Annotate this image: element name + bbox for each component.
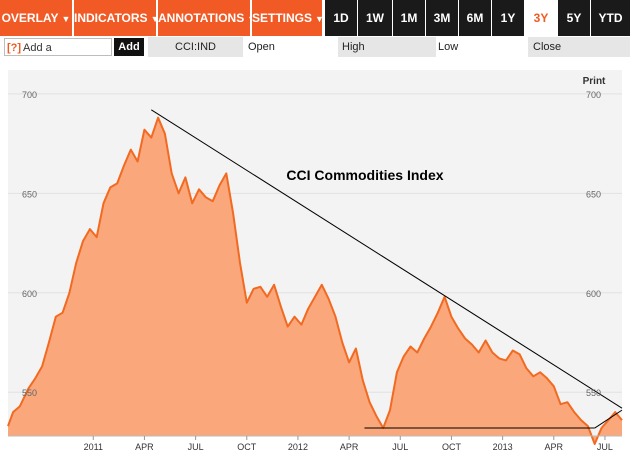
range-1m[interactable]: 1M <box>393 0 425 36</box>
range-6m[interactable]: 6M <box>459 0 491 36</box>
y-tick-label-left: 650 <box>22 189 37 199</box>
toolbar: OVERLAY▼ INDICATORS▼ ANNOTATIONS▼ SETTIN… <box>0 0 630 36</box>
chart-area: 550 600 650 700 550 600 650 700 2011 APR JUL OCT 2… <box>0 58 630 453</box>
x-tick-label: 2013 <box>493 442 513 452</box>
y-tick-label-right: 550 <box>586 388 601 398</box>
range-1d[interactable]: 1D <box>325 0 357 36</box>
add-button[interactable]: Add <box>114 38 144 56</box>
price-chart: 550 600 650 700 550 600 650 700 2011 APR JUL OCT 2… <box>0 58 630 453</box>
x-tick-label: APR <box>340 442 359 452</box>
open-field: Open <box>246 37 338 57</box>
y-tick-label-left: 700 <box>22 90 37 100</box>
print-link[interactable]: Print <box>583 76 606 87</box>
settings-menu-label: SETTINGS <box>252 11 313 25</box>
series-line <box>7 116 623 445</box>
settings-menu[interactable]: SETTINGS ▼ <box>252 0 324 36</box>
x-tick-label: 2012 <box>288 442 308 452</box>
series-area-fill <box>8 117 622 444</box>
y-tick-label-right: 700 <box>586 90 601 100</box>
range-ytd[interactable]: YTD <box>591 0 630 36</box>
y-tick-label-right: 650 <box>586 189 601 199</box>
x-tick-label: JUL <box>392 442 408 452</box>
trendline <box>150 109 623 409</box>
indicators-menu[interactable]: INDICATORS ▼ <box>74 0 159 36</box>
add-comparison-input[interactable]: [?]Add a Comparison <box>4 38 112 72</box>
annotations-menu[interactable]: ANNOTATIONS▼ <box>158 0 256 36</box>
chevron-down-icon: ▼ <box>247 14 256 24</box>
annotations-menu-label: ANNOTATIONS <box>158 11 245 25</box>
range-5y[interactable]: 5Y <box>558 0 590 36</box>
close-field: Close <box>528 37 630 57</box>
overlay-menu[interactable]: OVERLAY ▼ <box>0 0 72 36</box>
x-tick-label: APR <box>135 442 154 452</box>
range-1y[interactable]: 1Y <box>492 0 524 36</box>
chart-title: CCI Commodities Index <box>286 167 443 183</box>
chevron-down-icon: ▼ <box>315 14 324 24</box>
low-field: Low <box>436 37 528 57</box>
range-3m[interactable]: 3M <box>426 0 458 36</box>
x-tick-label: OCT <box>237 442 257 452</box>
y-tick-label-right: 600 <box>586 289 601 299</box>
chevron-down-icon: ▼ <box>150 14 160 24</box>
x-tick-label: JUL <box>188 442 204 452</box>
overlay-menu-label: OVERLAY <box>1 11 59 25</box>
y-tick-label-left: 600 <box>22 289 37 299</box>
indicators-menu-label: INDICATORS <box>74 11 148 25</box>
x-tick-label: 2011 <box>84 442 103 452</box>
range-1w[interactable]: 1W <box>358 0 392 36</box>
help-icon[interactable]: [?] <box>7 42 22 54</box>
high-field: High <box>338 37 438 57</box>
x-tick-label: JUL <box>597 442 613 452</box>
x-tick-label: OCT <box>442 442 462 452</box>
symbol-field: CCI:IND <box>148 37 243 57</box>
x-tick-label: APR <box>545 442 564 452</box>
y-tick-label-left: 550 <box>22 388 37 398</box>
chevron-down-icon: ▼ <box>61 14 71 24</box>
range-3y[interactable]: 3Y <box>525 0 557 36</box>
trendline <box>594 409 623 429</box>
